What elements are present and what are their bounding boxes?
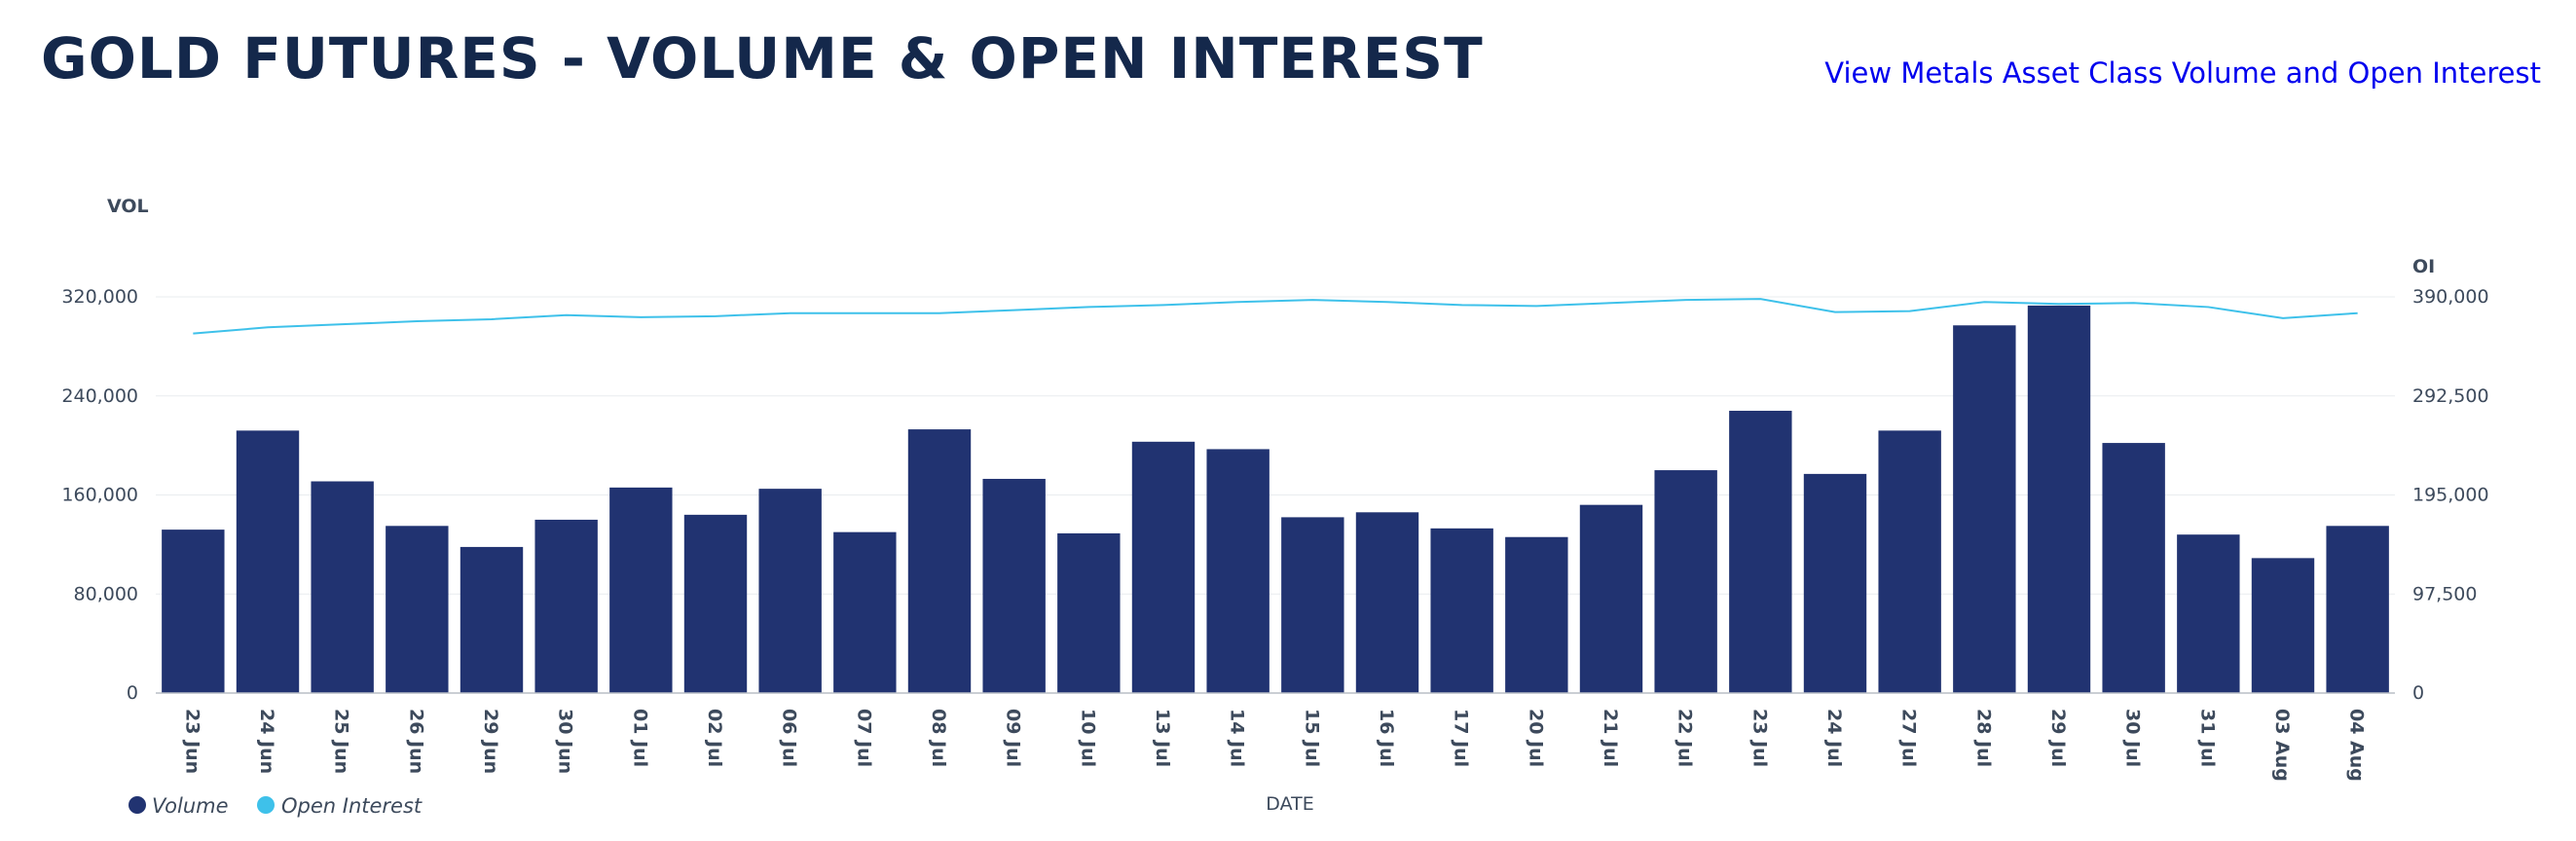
x-axis-title: DATE xyxy=(1266,793,1313,815)
x-tick-label: 26 Jun xyxy=(405,709,426,774)
y-axis-title: VOL xyxy=(107,196,149,217)
y2-axis-title: OI xyxy=(2412,256,2435,277)
x-tick-label: 20 Jul xyxy=(1525,709,1546,767)
legend-volume-label: Volume xyxy=(152,794,229,818)
volume-bar xyxy=(534,519,598,693)
volume-bar xyxy=(982,478,1046,693)
x-tick-label: 17 Jul xyxy=(1451,709,1472,767)
volume-bar xyxy=(2251,558,2315,693)
volume-bar xyxy=(1654,470,1717,693)
y-tick-label: 320,000 xyxy=(61,286,138,308)
volume-bar xyxy=(460,546,524,693)
volume-bar xyxy=(2027,305,2091,693)
x-tick-label: 25 Jun xyxy=(331,709,352,774)
x-tick-label: 29 Jun xyxy=(480,709,501,774)
axes: 0 80,000 160,000 240,000 320,000 0 97,500 195,0… xyxy=(61,196,2488,815)
x-tick-label: 30 Jul xyxy=(2122,709,2144,767)
x-tick-label: 03 Aug xyxy=(2271,709,2293,782)
x-tick-label: 04 Aug xyxy=(2346,709,2368,782)
x-tick-label: 15 Jul xyxy=(1301,709,1322,767)
x-tick-label: 23 Jun xyxy=(181,709,202,774)
volume-bar xyxy=(1953,325,2016,693)
volume-bar xyxy=(907,429,972,693)
x-tick-label: 08 Jul xyxy=(928,709,949,767)
volume-bar xyxy=(2102,443,2165,693)
y2-tick-label: 292,500 xyxy=(2412,385,2489,407)
volume-bar xyxy=(1057,532,1121,693)
volume-bar xyxy=(386,526,449,693)
metals-asset-class-link[interactable]: View Metals Asset Class Volume and Open … xyxy=(1824,56,2541,90)
x-tick-label: 28 Jul xyxy=(1972,709,1994,767)
volume-bar xyxy=(1803,473,1867,693)
volume-bar xyxy=(1505,536,1568,693)
x-tick-label: 21 Jul xyxy=(1600,709,1621,767)
volume-bar xyxy=(1206,449,1270,693)
y2-tick-label: 390,000 xyxy=(2412,286,2489,308)
x-tick-label: 09 Jul xyxy=(1003,709,1024,767)
y2-tick-label: 0 xyxy=(2412,682,2424,704)
x-tick-label: 14 Jul xyxy=(1227,709,1248,767)
legend-volume-dot xyxy=(129,796,146,814)
volume-bar xyxy=(236,430,300,693)
y2-tick-label: 195,000 xyxy=(2412,485,2489,506)
x-tick-label: 01 Jul xyxy=(629,709,650,767)
x-tick-label: 29 Jul xyxy=(2047,709,2069,767)
open-interest-line-group xyxy=(193,298,2358,335)
x-tick-label: 31 Jul xyxy=(2196,709,2218,767)
x-tick-label: 10 Jul xyxy=(1077,709,1098,767)
y-tick-label: 0 xyxy=(127,682,138,704)
page-title: GOLD FUTURES - VOLUME & OPEN INTEREST xyxy=(41,25,1484,91)
x-tick-label: 27 Jul xyxy=(1898,709,1920,767)
x-tick-label: 22 Jul xyxy=(1674,709,1696,767)
legend: Volume Open Interest xyxy=(129,794,423,818)
volume-bar xyxy=(1430,528,1493,693)
x-tick-label: 02 Jul xyxy=(704,709,725,767)
volume-bar xyxy=(162,530,225,693)
legend-oi-label: Open Interest xyxy=(281,794,423,818)
volume-bar xyxy=(1355,512,1419,693)
x-tick-label: 24 Jun xyxy=(256,709,277,774)
grid-lines xyxy=(156,296,2395,595)
x-tick-label: 24 Jul xyxy=(1823,709,1845,767)
volume-bar xyxy=(2326,526,2389,693)
y2-tick-label: 97,500 xyxy=(2412,583,2477,604)
x-tick-label: 30 Jun xyxy=(555,709,576,774)
volume-bar xyxy=(1579,504,1643,693)
volume-bar xyxy=(758,489,822,693)
volume-bar xyxy=(1729,411,1792,693)
volume-bar xyxy=(683,514,748,693)
x-tick-label: 16 Jul xyxy=(1376,709,1397,767)
volume-bar xyxy=(833,531,897,693)
y-tick-label: 160,000 xyxy=(61,485,138,506)
volume-bar xyxy=(1878,430,1941,693)
x-tick-label: 13 Jul xyxy=(1152,709,1173,767)
x-tick-label: 06 Jul xyxy=(779,709,800,767)
volume-bar xyxy=(1131,441,1196,693)
x-tick-label: 23 Jul xyxy=(1748,709,1770,767)
volume-bar xyxy=(2177,534,2240,693)
volume-bar xyxy=(311,481,374,693)
open-interest-line xyxy=(193,298,2358,335)
y-tick-label: 80,000 xyxy=(74,583,138,604)
volume-bar xyxy=(1281,517,1344,693)
legend-oi-dot xyxy=(257,796,275,814)
volume-bars xyxy=(162,305,2389,693)
volume-bar xyxy=(609,487,673,693)
y-tick-label: 240,000 xyxy=(61,385,138,407)
x-tick-label: 07 Jul xyxy=(853,709,874,767)
